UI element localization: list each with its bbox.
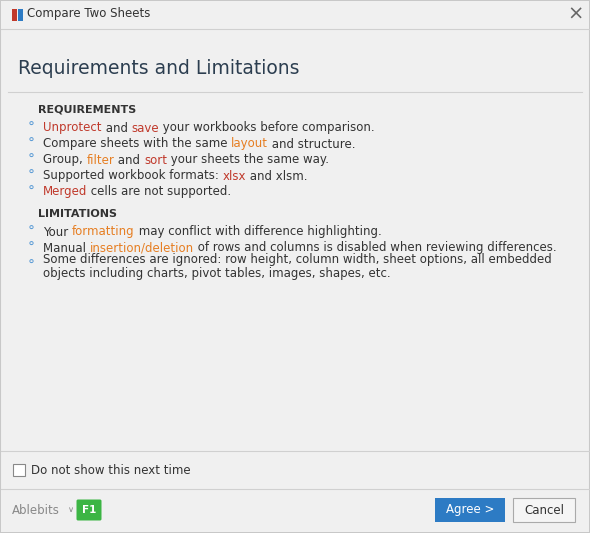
FancyBboxPatch shape — [77, 499, 101, 521]
Text: cells are not supported.: cells are not supported. — [87, 185, 231, 198]
Text: Agree >: Agree > — [446, 504, 494, 516]
Text: formatting: formatting — [72, 225, 135, 238]
Text: °: ° — [28, 241, 35, 255]
Text: Group,: Group, — [43, 154, 87, 166]
Text: Compare sheets with the same: Compare sheets with the same — [43, 138, 231, 150]
Text: Unprotect: Unprotect — [43, 122, 101, 134]
Text: and structure.: and structure. — [268, 138, 356, 150]
Text: Manual: Manual — [43, 241, 90, 254]
Text: Your: Your — [43, 225, 72, 238]
Text: REQUIREMENTS: REQUIREMENTS — [38, 105, 136, 115]
Bar — [18, 9, 23, 21]
Bar — [435, 498, 505, 522]
Bar — [1, 1, 589, 29]
Text: save: save — [131, 122, 159, 134]
Text: F1: F1 — [82, 505, 96, 515]
Text: °: ° — [28, 169, 35, 183]
Text: your sheets the same way.: your sheets the same way. — [167, 154, 329, 166]
Text: your workbooks before comparison.: your workbooks before comparison. — [159, 122, 375, 134]
Text: layout: layout — [231, 138, 268, 150]
Text: and: and — [114, 154, 144, 166]
Text: Some differences are ignored: row height, column width, sheet options, all embed: Some differences are ignored: row height… — [43, 253, 552, 265]
Text: insertion/deletion: insertion/deletion — [90, 241, 194, 254]
Text: °: ° — [28, 137, 35, 151]
Bar — [513, 498, 575, 522]
Text: °: ° — [28, 259, 35, 273]
Text: may conflict with difference highlighting.: may conflict with difference highlightin… — [135, 225, 381, 238]
Text: LIMITATIONS: LIMITATIONS — [38, 209, 117, 219]
Text: Do not show this next time: Do not show this next time — [31, 464, 191, 477]
Text: filter: filter — [87, 154, 114, 166]
Text: ×: × — [568, 4, 584, 23]
Text: objects including charts, pivot tables, images, shapes, etc.: objects including charts, pivot tables, … — [43, 266, 391, 279]
Bar — [1, 489, 589, 532]
Text: xlsx: xlsx — [222, 169, 246, 182]
Text: Supported workbook formats:: Supported workbook formats: — [43, 169, 222, 182]
Text: °: ° — [28, 153, 35, 167]
Text: and xlsm.: and xlsm. — [246, 169, 307, 182]
Text: of rows and columns is disabled when reviewing differences.: of rows and columns is disabled when rev… — [194, 241, 556, 254]
Text: sort: sort — [144, 154, 167, 166]
Text: Requirements and Limitations: Requirements and Limitations — [18, 59, 300, 77]
Text: °: ° — [28, 121, 35, 135]
Text: °: ° — [28, 225, 35, 239]
Text: and: and — [101, 122, 131, 134]
Text: Cancel: Cancel — [524, 504, 564, 516]
Text: °: ° — [28, 185, 35, 199]
Text: ∨: ∨ — [68, 505, 74, 514]
Bar — [13, 464, 25, 476]
Text: Merged: Merged — [43, 185, 87, 198]
Text: Ablebits: Ablebits — [12, 504, 60, 516]
Bar — [12, 9, 17, 21]
Text: Compare Two Sheets: Compare Two Sheets — [27, 7, 150, 20]
